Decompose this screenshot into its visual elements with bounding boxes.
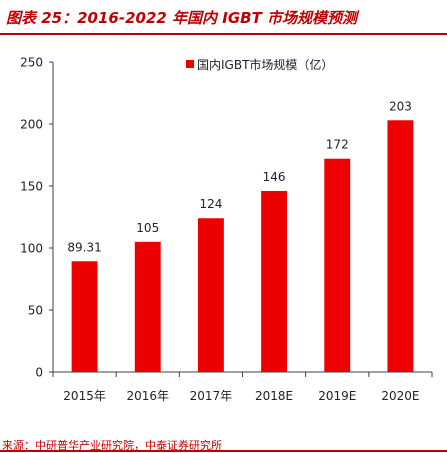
bottom-divider [0, 450, 447, 452]
y-tick-label: 50 [28, 304, 43, 318]
source-note: 来源：中研普华产业研究院，中泰证券研究所 [2, 439, 222, 452]
bar-2016年 [134, 241, 161, 372]
chart-bars [71, 120, 414, 372]
data-label: 124 [199, 197, 222, 211]
bar-2017年 [197, 218, 224, 372]
x-tick-label: 2020E [381, 389, 419, 403]
data-label: 146 [263, 170, 286, 184]
figure-header: 图表 25：2016-2022 年国内 IGBT 市场规模预测 [0, 0, 447, 35]
bar-chart: 0 50 100 150 200 250 2015年 2016年 2017年 2018E 2019E… [20, 56, 433, 403]
x-tick-label: 2018E [255, 389, 293, 403]
chart-data-labels: 89.31 105 124 146 172 203 [67, 99, 411, 254]
data-label: 172 [326, 138, 349, 152]
legend-swatch [186, 60, 194, 68]
bar-2019E [324, 158, 351, 372]
x-tick-label: 2019E [318, 389, 356, 403]
legend-label: 国内IGBT市场规模（亿） [197, 57, 333, 72]
bar-2015年 [71, 261, 98, 372]
bar-2018E [261, 190, 288, 372]
x-tick-label: 2016年 [126, 389, 169, 403]
y-tick-label: 250 [20, 56, 43, 70]
x-tick-label: 2015年 [63, 389, 106, 403]
y-tick-label: 100 [20, 242, 43, 256]
figure-title: 图表 25：2016-2022 年国内 IGBT 市场规模预测 [6, 9, 358, 27]
chart-legend: 国内IGBT市场规模（亿） [186, 57, 333, 72]
bar-2020E [387, 120, 414, 372]
y-tick-label: 200 [20, 118, 43, 132]
y-tick-label: 0 [35, 366, 43, 380]
y-tick-label: 150 [20, 180, 43, 194]
data-label: 203 [389, 99, 412, 113]
chart-axes: 0 50 100 150 200 250 2015年 2016年 2017年 2018E 2019E… [20, 56, 433, 403]
data-label: 89.31 [67, 240, 101, 254]
x-tick-label: 2017年 [190, 389, 233, 403]
title-divider [0, 33, 447, 35]
data-label: 105 [136, 221, 159, 235]
